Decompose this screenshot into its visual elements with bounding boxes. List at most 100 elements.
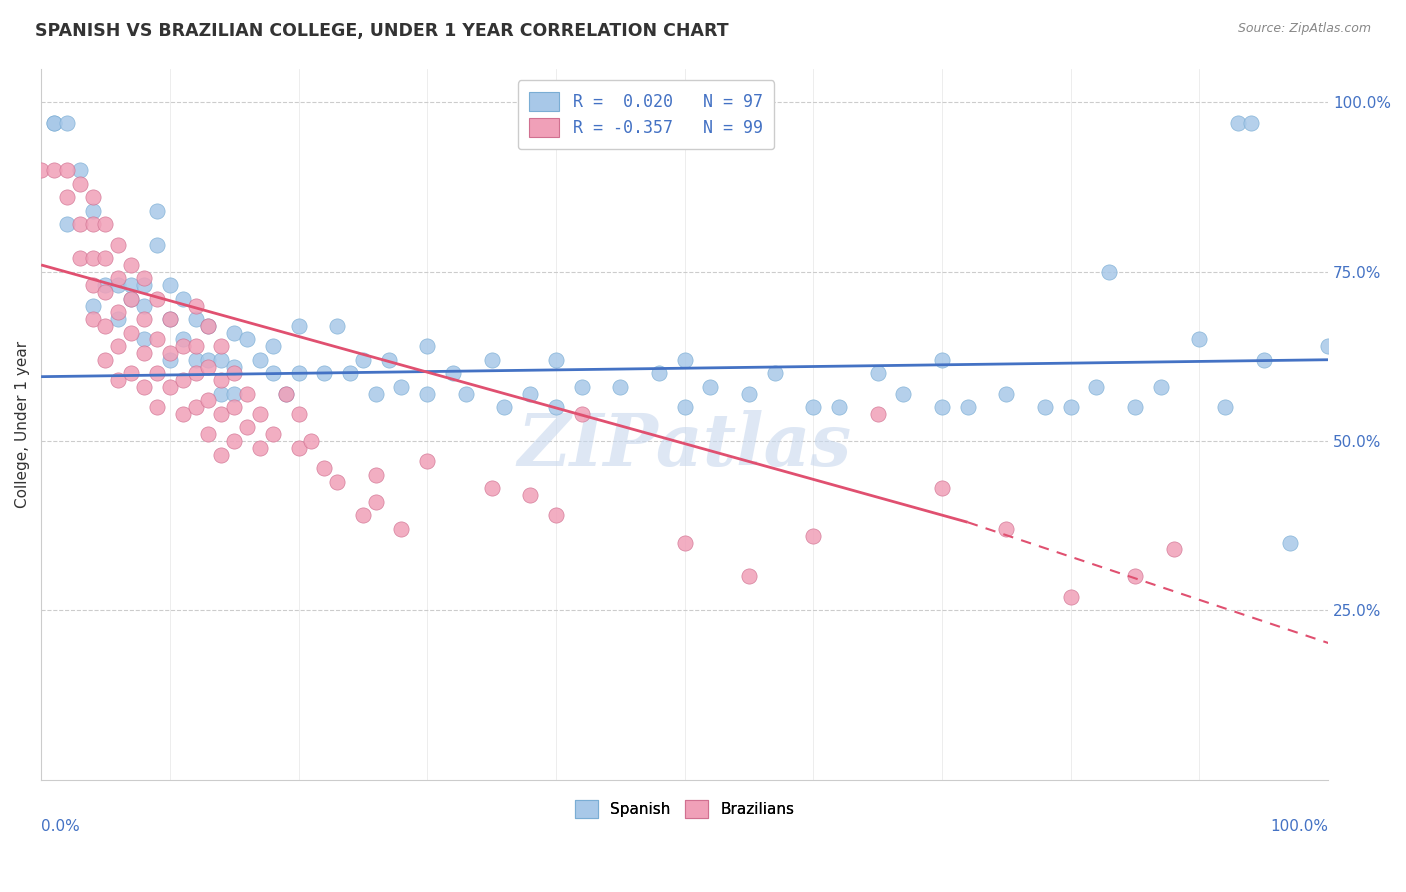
Point [866,366,889,380]
Point [172,373,194,387]
Point [184,400,207,414]
Point [1240,116,1263,130]
Point [262,339,284,353]
Point [82,217,104,231]
Point [828,400,851,414]
Point [159,278,181,293]
Point [481,352,503,367]
Point [956,400,979,414]
Text: Source: ZipAtlas.com: Source: ZipAtlas.com [1237,22,1371,36]
Point [146,203,169,218]
Point [262,427,284,442]
Point [94,217,117,231]
Point [1213,400,1236,414]
Point [1253,352,1275,367]
Point [172,292,194,306]
Point [120,326,142,340]
Point [82,278,104,293]
Point [42,116,65,130]
Point [416,386,439,401]
Point [197,318,219,333]
Point [391,522,413,536]
Point [364,495,387,509]
Point [287,318,309,333]
Point [184,366,207,380]
Point [172,407,194,421]
Point [107,278,129,293]
Point [94,251,117,265]
Point [995,522,1018,536]
Text: 0.0%: 0.0% [41,819,80,834]
Point [931,352,953,367]
Point [609,380,631,394]
Point [184,299,207,313]
Point [249,352,271,367]
Point [120,292,142,306]
Point [544,508,567,523]
Point [1085,380,1108,394]
Point [224,326,246,340]
Point [56,190,79,204]
Point [1033,400,1056,414]
Point [184,352,207,367]
Point [995,386,1018,401]
Point [519,386,541,401]
Point [801,400,824,414]
Point [209,373,232,387]
Point [172,339,194,353]
Point [224,386,246,401]
Point [893,386,915,401]
Point [30,163,52,178]
Point [866,407,889,421]
Point [391,380,413,394]
Point [416,454,439,468]
Point [197,318,219,333]
Point [287,407,309,421]
Point [94,352,117,367]
Point [107,312,129,326]
Point [224,359,246,374]
Point [544,352,567,367]
Point [454,386,477,401]
Point [673,352,696,367]
Point [146,366,169,380]
Point [56,163,79,178]
Point [120,278,142,293]
Point [481,482,503,496]
Point [648,366,671,380]
Text: 100.0%: 100.0% [1270,819,1329,834]
Point [738,569,761,583]
Point [441,366,464,380]
Point [801,529,824,543]
Point [931,482,953,496]
Point [132,278,155,293]
Point [1278,535,1301,549]
Point [209,339,232,353]
Point [236,386,259,401]
Point [132,312,155,326]
Point [1123,569,1146,583]
Point [544,400,567,414]
Point [82,203,104,218]
Text: SPANISH VS BRAZILIAN COLLEGE, UNDER 1 YEAR CORRELATION CHART: SPANISH VS BRAZILIAN COLLEGE, UNDER 1 YE… [35,22,728,40]
Y-axis label: College, Under 1 year: College, Under 1 year [15,341,30,508]
Point [107,339,129,353]
Point [314,461,336,475]
Point [146,237,169,252]
Point [42,163,65,178]
Point [299,434,322,448]
Point [146,400,169,414]
Point [236,420,259,434]
Point [69,217,91,231]
Point [94,285,117,299]
Point [326,318,349,333]
Point [107,373,129,387]
Point [494,400,516,414]
Point [352,508,374,523]
Point [197,359,219,374]
Legend: Spanish, Brazilians: Spanish, Brazilians [567,792,803,825]
Point [364,386,387,401]
Point [42,116,65,130]
Point [364,467,387,482]
Point [132,271,155,285]
